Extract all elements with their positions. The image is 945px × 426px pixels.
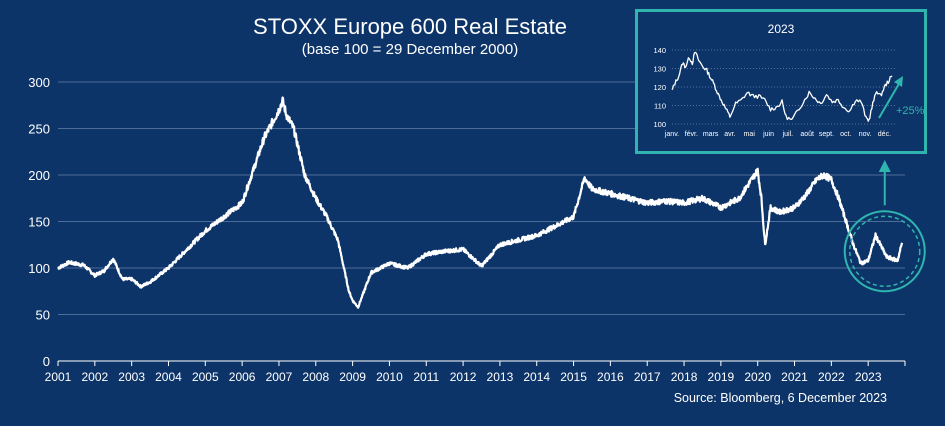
index-series-line — [57, 96, 904, 309]
x-tick-label: 2017 — [634, 370, 661, 384]
inset-y-tick-label: 130 — [653, 65, 666, 74]
highlight-circle — [843, 210, 926, 293]
x-tick-label: 2023 — [855, 370, 882, 384]
x-tick-label: 2020 — [744, 370, 771, 384]
chart-title: STOXX Europe 600 Real Estate — [253, 14, 567, 39]
trend-arrow-line — [878, 81, 901, 119]
y-tick-label: 0 — [43, 354, 50, 369]
inset-x-tick-label: oct. — [840, 131, 851, 138]
inset-series-line — [671, 51, 893, 122]
x-tick-label: 2005 — [192, 370, 219, 384]
x-tick-label: 2009 — [339, 370, 366, 384]
x-tick-label: 2016 — [597, 370, 624, 384]
inset-title: 2023 — [767, 22, 795, 36]
callout-arrow-head — [878, 160, 891, 172]
inset-x-tick-label: avr. — [724, 131, 735, 138]
inset-x-tick-label: mai — [744, 131, 756, 138]
highlight-circle-dashed — [848, 215, 921, 288]
source-note: Source: Bloomberg, 6 December 2023 — [673, 391, 887, 405]
x-tick-label: 2010 — [376, 370, 403, 384]
inset-x-tick-label: juil. — [782, 131, 794, 138]
y-tick-label: 250 — [28, 122, 50, 137]
x-tick-label: 2001 — [45, 370, 72, 384]
inset-y-tick-label: 100 — [653, 120, 666, 129]
inset-y-tick-label: 110 — [654, 102, 666, 111]
y-tick-label: 150 — [28, 215, 50, 230]
inset-x-tick-label: mars — [703, 131, 719, 138]
inset-x-tick-label: juin — [762, 131, 774, 138]
y-tick-label: 200 — [28, 168, 50, 183]
x-tick-label: 2003 — [118, 370, 145, 384]
x-tick-label: 2015 — [560, 370, 587, 384]
y-tick-label: 300 — [28, 75, 50, 90]
inset-x-tick-label: janv. — [664, 131, 679, 138]
inset-chart-2023: 2023 100 110 120 130 140 janv. févr. mars avr. m… — [635, 9, 927, 154]
x-tick-label: 2021 — [781, 370, 808, 384]
x-tick-label: 2019 — [708, 370, 735, 384]
y-tick-label: 100 — [28, 261, 50, 276]
inset-y-tick-label: 120 — [653, 83, 666, 92]
trend-arrow-head — [894, 76, 903, 87]
x-tick-label: 2012 — [450, 370, 477, 384]
x-tick-label: 2018 — [671, 370, 698, 384]
inset-y-tick-label: 140 — [653, 46, 666, 55]
change-annotation: +25% — [896, 105, 924, 117]
inset-x-tick-label: nov. — [859, 131, 872, 138]
x-tick-label: 2002 — [81, 370, 108, 384]
x-tick-label: 2014 — [523, 370, 550, 384]
x-tick-label: 2008 — [302, 370, 329, 384]
inset-x-tick-label: sept. — [819, 131, 834, 138]
x-tick-label: 2013 — [487, 370, 514, 384]
inset-x-tick-label: déc. — [878, 131, 891, 138]
inset-x-tick-label: févr. — [685, 131, 698, 138]
x-tick-label: 2006 — [229, 370, 256, 384]
x-tick-label: 2011 — [413, 370, 439, 384]
chart-subtitle: (base 100 = 29 December 2000) — [301, 41, 519, 58]
x-tick-label: 2004 — [155, 370, 182, 384]
inset-x-tick-label: août — [800, 131, 814, 138]
y-tick-label: 50 — [36, 308, 50, 323]
x-tick-label: 2007 — [266, 370, 293, 384]
x-tick-label: 2022 — [818, 370, 845, 384]
